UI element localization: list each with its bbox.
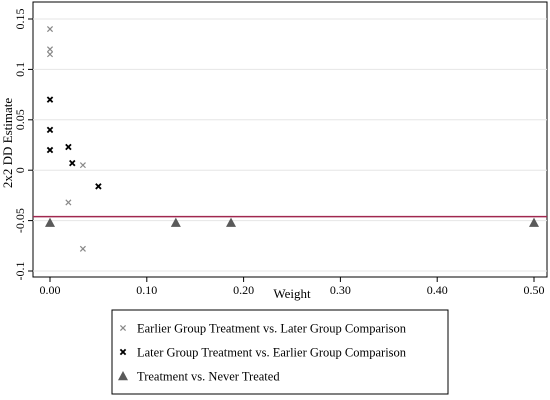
data-point-series-3	[226, 217, 237, 227]
data-point-series-3	[529, 217, 539, 227]
data-point-series-2	[95, 183, 102, 190]
data-point-series-2	[46, 126, 54, 134]
x-tick-label: 0.20	[233, 283, 254, 297]
data-point-series-2	[69, 159, 76, 167]
data-point-series-1	[46, 26, 54, 33]
legend-box	[111, 309, 449, 395]
x-tick-label: 0.50	[524, 283, 545, 297]
x-tick-label: 0.00	[40, 283, 61, 297]
legend-label-series-3: Treatment vs. Never Treated	[137, 370, 280, 384]
y-tick-label: 0.15	[13, 9, 27, 30]
y-tick-label: 0.1	[13, 62, 27, 77]
x-tick-label: 0.40	[427, 283, 448, 297]
plot-area: -0.1 -0.05 0 0.05 0.1 0.15 0.00 0.10 0.20 0.30 0.4…	[13, 1, 548, 297]
data-point-series-1	[46, 51, 54, 58]
plot-frame	[32, 1, 548, 278]
legend-marker-series-2	[119, 348, 127, 356]
y-tick-label: -0.05	[13, 208, 27, 233]
data-point-series-2	[65, 143, 72, 151]
y-tick-label: 0.05	[13, 109, 27, 130]
data-point-series-1	[46, 46, 54, 53]
y-tick-label: -0.1	[13, 262, 27, 281]
x-axis-title: Weight	[273, 286, 311, 301]
x-tick-label: 0.30	[330, 283, 351, 297]
y-tick-label: 0	[13, 167, 27, 173]
data-point-series-1	[65, 199, 72, 206]
data-point-series-3	[170, 217, 181, 227]
data-point-series-2	[46, 146, 54, 154]
data-point-series-3	[45, 217, 55, 227]
legend: Earlier Group Treatment vs. Later Group …	[111, 309, 449, 395]
data-point-series-2	[46, 96, 54, 103]
data-point-series-1	[79, 245, 86, 252]
y-axis-title: 2x2 DD Estimate	[0, 98, 15, 188]
legend-marker-series-3	[118, 371, 128, 381]
data-point-series-1	[79, 162, 86, 169]
legend-marker-series-1	[119, 324, 127, 332]
legend-label-series-2: Later Group Treatment vs. Earlier Group …	[137, 346, 407, 360]
x-tick-label: 0.10	[136, 283, 157, 297]
legend-label-series-1: Earlier Group Treatment vs. Later Group …	[137, 322, 407, 336]
